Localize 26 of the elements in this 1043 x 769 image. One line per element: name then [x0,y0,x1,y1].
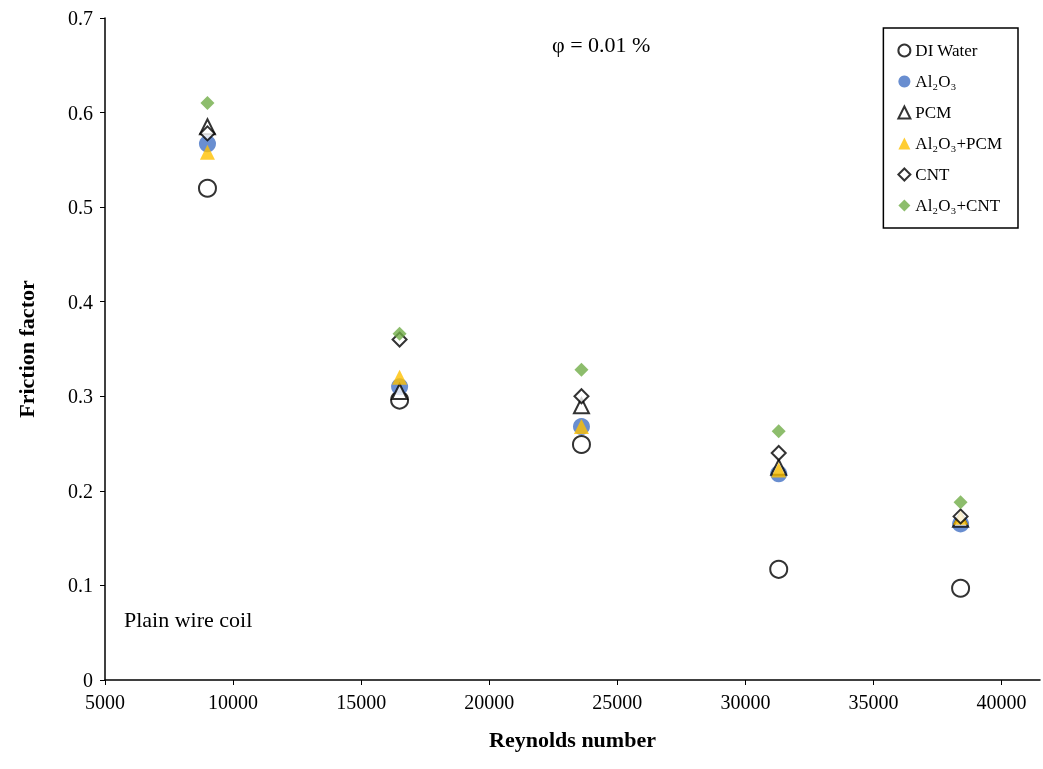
y-tick-label: 0.5 [68,196,93,219]
x-tick-label: 10000 [208,691,259,713]
x-tick-label: 40000 [976,691,1027,713]
x-tick-label: 15000 [336,691,387,713]
y-tick-label: 0.1 [68,574,93,597]
legend-label: Al₂O₃ [915,72,957,91]
y-tick-label: 0.4 [68,290,93,313]
x-tick-label: 35000 [848,691,899,713]
x-tick-label: 30000 [720,691,771,713]
x-axis-title: Reynolds number [489,726,657,752]
legend-label: PCM [915,103,952,122]
annotation: Plain wire coil [124,606,253,632]
x-tick-label: 25000 [592,691,643,713]
x-tick-label: 5000 [85,691,125,713]
legend-label: DI Water [915,41,978,60]
y-tick-label: 0.6 [68,101,93,124]
x-tick-label: 20000 [464,691,515,713]
y-tick-label: 0.2 [68,479,93,502]
legend-label: CNT [915,165,950,184]
legend-label: Al₂O₃+CNT [915,196,1001,215]
y-tick-label: 0 [83,669,93,691]
y-axis-title: Friction factor [13,280,39,418]
annotation: φ = 0.01 % [552,31,651,57]
y-tick-label: 0.7 [68,7,93,29]
y-tick-label: 0.3 [68,385,93,408]
legend-label: Al₂O₃+PCM [915,134,1003,153]
